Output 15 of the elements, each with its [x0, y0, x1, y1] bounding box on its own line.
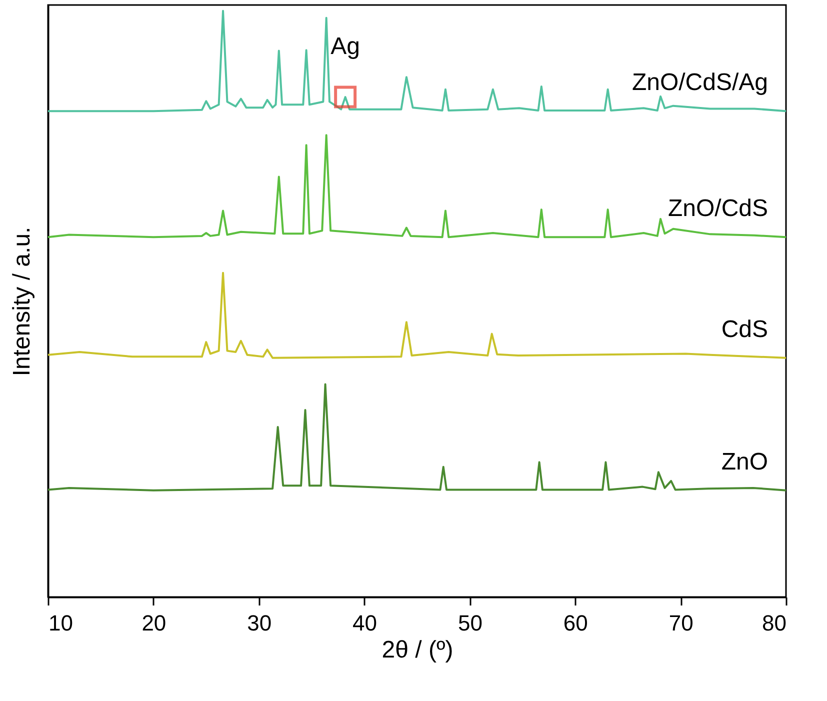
- x-axis-title: 2θ / (º): [382, 636, 454, 664]
- series-label: CdS: [721, 316, 768, 343]
- y-axis-title: Intensity / a.u.: [8, 226, 36, 376]
- x-tick-label: 30: [247, 610, 272, 636]
- x-tick-label: 50: [458, 610, 482, 636]
- annotation: Ag: [330, 33, 360, 60]
- series-label: ZnO: [721, 448, 768, 476]
- series-label: ZnO/CdS/Ag: [632, 69, 768, 96]
- x-tick-label: 20: [142, 610, 166, 636]
- x-tick-label: 70: [668, 610, 694, 636]
- x-tick-label: 40: [352, 610, 378, 636]
- series-label: ZnO/CdS: [668, 195, 768, 222]
- x-tick-label: 60: [563, 610, 588, 636]
- x-tick-label: 10: [48, 610, 73, 636]
- x-tick-label: 80: [762, 610, 786, 636]
